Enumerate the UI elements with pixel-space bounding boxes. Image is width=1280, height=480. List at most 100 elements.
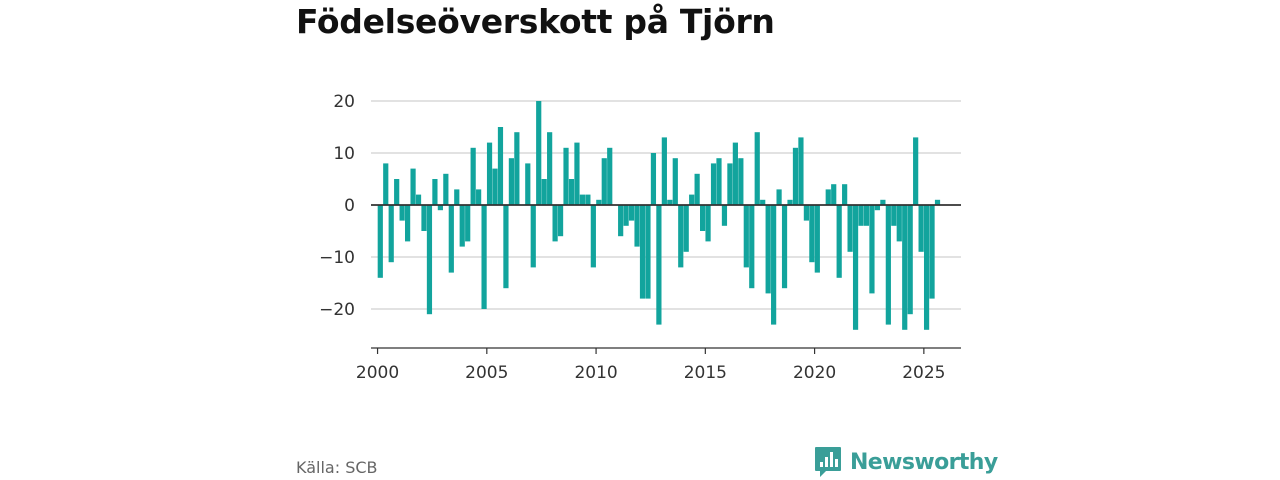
bar [601,158,607,205]
bar [552,205,558,242]
bar [885,205,891,325]
bar [508,158,514,205]
bar [377,205,383,278]
bar [437,205,443,211]
bar [738,158,744,205]
bar [907,205,913,315]
bar [645,205,651,299]
bar [929,205,935,299]
bars [377,101,941,330]
y-tick-label: 20 [333,92,355,112]
y-tick-label: 10 [333,144,355,164]
bar [448,205,454,273]
bar [809,205,815,263]
bar [628,205,635,221]
bar [776,189,782,205]
bar [934,199,941,205]
bar [541,179,547,205]
x-tick-label: 2000 [356,363,399,383]
bar [650,153,657,205]
bar [825,189,831,205]
bar [798,137,804,205]
bar [399,205,405,221]
bar [410,168,416,205]
bar [388,205,394,263]
source-note: Källa: SCB [296,458,378,477]
bar [579,194,586,205]
bar [852,205,859,330]
bar [497,127,504,205]
newsworthy-logo-icon [815,447,841,477]
bar [803,205,809,221]
bar [792,147,799,205]
bar [618,205,624,237]
bar [547,132,553,205]
bar [394,179,400,205]
bar [481,205,487,309]
bar [476,189,482,205]
bar [465,205,471,242]
bar [732,142,738,205]
bar [760,199,766,205]
bar [874,205,881,211]
bar [563,147,569,205]
bar [869,205,875,294]
bar [568,179,575,205]
bar [525,163,531,205]
bar [787,199,793,205]
chart-title: Födelseöverskott på Tjörn [296,2,775,41]
bar [607,147,613,205]
bar [667,199,673,205]
bar [656,205,662,325]
bar [486,142,493,205]
bar [771,205,777,325]
bar [705,205,711,242]
y-tick-label: 0 [344,196,355,216]
bar [421,205,427,231]
bar [721,205,728,226]
bar [585,194,591,205]
bar [836,205,842,278]
bar [831,184,837,205]
bar [634,205,640,247]
bar [405,205,411,242]
bar [514,132,520,205]
bar [710,163,717,205]
bar [781,205,788,289]
bar [891,205,897,226]
bar [596,199,602,205]
bar [536,101,542,205]
x-tick-label: 2005 [465,363,508,383]
bar [683,205,689,252]
bar [902,205,908,330]
bar [459,205,465,247]
bar [858,205,864,226]
bar [470,147,476,205]
axes [371,204,961,354]
brand-logo[interactable]: Newsworthy [814,446,998,478]
x-tick-label: 2025 [902,363,945,383]
bar [880,199,886,205]
bar [530,205,536,268]
bar [426,205,433,315]
bar [918,205,924,252]
bar [923,205,930,330]
bar [754,132,760,205]
brand-name: Newsworthy [850,449,998,475]
bar [383,163,389,205]
x-tick-label: 2015 [684,363,727,383]
bar [847,205,853,252]
bar [454,189,460,205]
bar [503,205,509,289]
bar [415,194,422,205]
bar [689,194,695,205]
bar [557,205,564,237]
bar [913,137,919,205]
y-tick-label: −20 [319,300,355,320]
bar [700,205,706,231]
bar [492,168,498,205]
x-tick-label: 2020 [793,363,836,383]
bar [623,205,629,226]
